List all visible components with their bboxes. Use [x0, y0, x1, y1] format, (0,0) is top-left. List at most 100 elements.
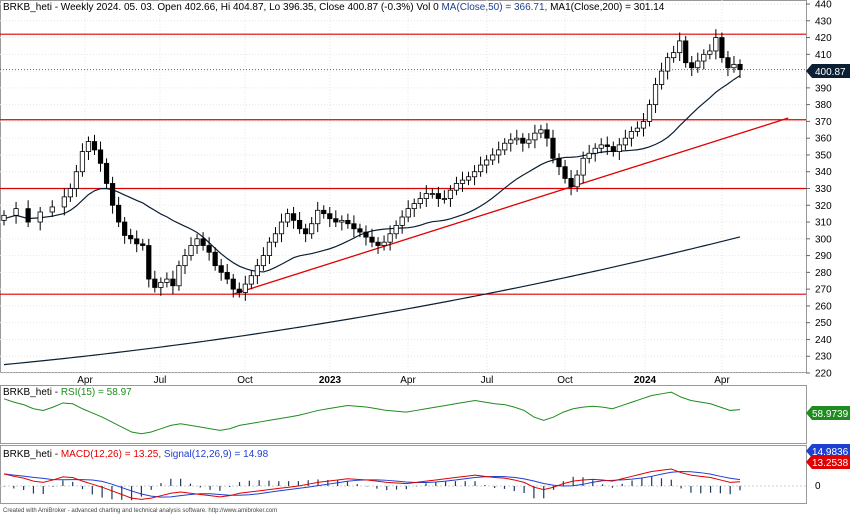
macd-histogram-bar [209, 486, 211, 490]
candle-body [103, 162, 110, 184]
macd-histogram-bar [297, 481, 299, 486]
x-tick-label: 2024 [634, 375, 657, 386]
y-tick-label: 340 [815, 167, 832, 178]
y-tick-label: 330 [815, 184, 832, 195]
price-axis: 220 230 240 250 260 270 280 290 300 310 320 330 340 3… [806, 0, 832, 380]
macd-histogram-bar [611, 486, 614, 488]
rsi-panel-frame [0, 385, 807, 444]
y-tick-label: 250 [815, 318, 832, 329]
candle-body [206, 245, 212, 253]
candle-body [465, 176, 472, 181]
main-panel-header: BRKB_heti - Weekly 2024. 05. 03. Open 40… [3, 2, 665, 13]
candle-body [640, 121, 647, 129]
macd-histogram-bar [503, 486, 506, 489]
macd-ticker: BRKB_heti - [3, 449, 61, 460]
macd-histogram-bar [494, 486, 496, 488]
candle-body [556, 157, 562, 168]
main-panel-frame [0, 0, 807, 373]
macd-histogram-bar [101, 486, 103, 498]
macd-histogram-bar [660, 478, 663, 486]
last-price-label: 400.87 [815, 67, 846, 78]
y-tick-label: 390 [815, 83, 832, 94]
y-tick-label: 280 [815, 268, 832, 279]
candle-body [562, 166, 568, 179]
signal-label: Signal(12,26,9) = 14.98 [161, 449, 268, 460]
candle-body [725, 57, 731, 69]
candle-body [357, 228, 363, 233]
candle-body [218, 265, 224, 273]
x-tick-label: Oct [237, 375, 253, 386]
y-tick-label: 310 [815, 218, 832, 229]
candle-body [85, 141, 92, 152]
candle-body [677, 40, 683, 54]
y-tick-label: 380 [815, 100, 832, 111]
macd-value-label: 14.9836 [812, 447, 849, 458]
macd-histogram-bar [582, 477, 584, 486]
macd-histogram-bar [72, 481, 74, 486]
candle-body [628, 131, 635, 139]
macd-histogram-bar [229, 486, 231, 487]
macd-histogram-bar [278, 481, 280, 486]
signal-value-badge [806, 455, 850, 469]
candle-body [695, 60, 701, 69]
y-tick-label: 220 [815, 369, 832, 380]
candle-body [128, 235, 134, 240]
candle-body [363, 231, 369, 238]
candle-body [116, 204, 122, 223]
macd-histogram-bar [602, 484, 604, 486]
candle-body [526, 139, 532, 144]
candle-body [309, 223, 315, 235]
candle-body [254, 265, 260, 277]
candle-body [544, 129, 550, 139]
macd-histogram-bar [52, 486, 54, 487]
macd-histogram-bar [42, 486, 44, 494]
candle-body [471, 171, 478, 178]
candle-body [514, 137, 520, 141]
y-tick-label: 320 [815, 201, 832, 212]
macd-histogram-bar [366, 486, 368, 487]
y-tick-label: 300 [815, 234, 832, 245]
rsi-panel-header: BRKB_heti - RSI(15) = 58.97 [3, 387, 132, 398]
candle-body [1, 214, 7, 221]
macd-histogram-bar [690, 486, 692, 493]
macd-histogram-bar [91, 486, 93, 495]
macd-histogram-bar [121, 486, 123, 500]
candle-body [134, 238, 140, 245]
candle-body [532, 132, 538, 141]
macd-histogram-bar [150, 486, 152, 490]
macd-histogram-bar [709, 486, 712, 493]
macd-histogram-bar [219, 486, 221, 491]
candle-body [176, 265, 182, 287]
macd-histogram-bar [592, 480, 594, 486]
candle-body [453, 183, 460, 191]
x-tick-label: Jul [481, 375, 494, 386]
x-tick-label: Apr [400, 375, 416, 386]
candle-body [387, 233, 393, 243]
candle-body [592, 147, 598, 154]
footer-credit: Created with AmiBroker - advanced charti… [3, 508, 277, 514]
candle-body [152, 278, 158, 288]
y-tick-label: 290 [815, 251, 832, 262]
ma200-line [3, 236, 741, 366]
moving-averages [3, 75, 741, 366]
macd-histogram-bar [552, 486, 555, 490]
x-tick-label: Apr [714, 375, 730, 386]
macd-histogram-bar [523, 486, 525, 494]
y-tick-label: 360 [815, 134, 832, 145]
macd-histogram-bar [62, 480, 64, 486]
macd-zero-tick: 0 [815, 481, 821, 492]
macd-histogram-bar [395, 486, 398, 490]
candle-body [737, 63, 743, 71]
candle-body [508, 139, 514, 144]
x-tick-label: Apr [77, 375, 93, 386]
candle-body [297, 219, 303, 230]
macd-histogram-bar [513, 486, 515, 492]
macd-histogram-bar [739, 486, 741, 491]
candle-body [290, 213, 297, 221]
y-tick-label: 350 [815, 150, 832, 161]
candle-body [496, 149, 502, 156]
macd-histogram-bar [170, 478, 172, 486]
candle-body [140, 243, 146, 246]
candle-body [683, 40, 689, 64]
